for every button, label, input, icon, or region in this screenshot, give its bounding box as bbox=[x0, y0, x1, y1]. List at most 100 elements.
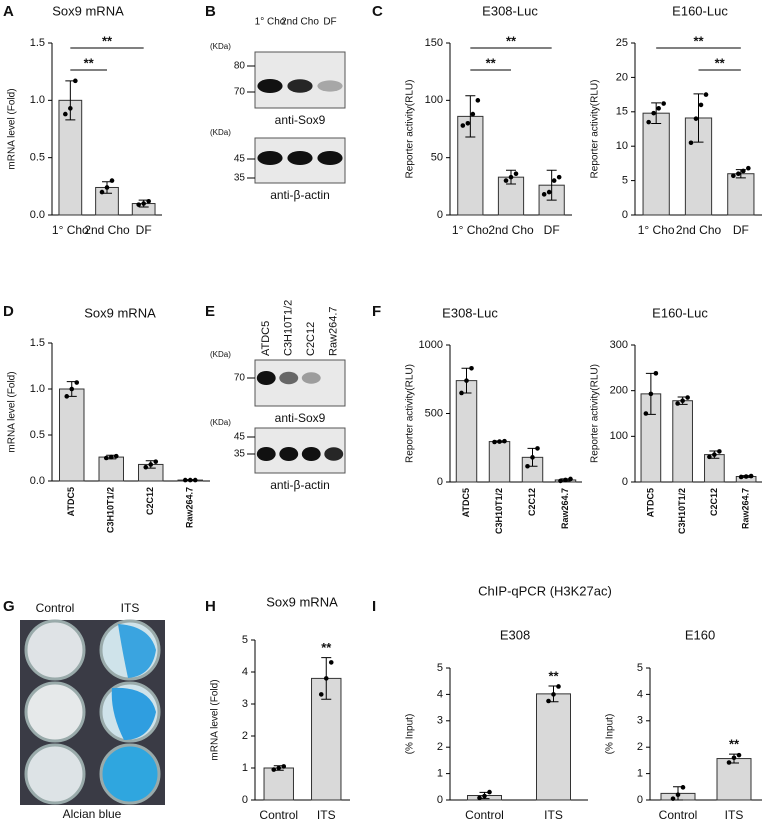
significance-label: ** bbox=[729, 737, 740, 752]
y-tick-label: 1.0 bbox=[30, 383, 45, 395]
x-tick-label: Control bbox=[659, 808, 698, 822]
chart-title: Sox9 mRNA bbox=[266, 594, 338, 609]
y-tick-label: 100 bbox=[610, 430, 628, 442]
y-tick-label: 5 bbox=[437, 662, 443, 674]
y-axis-label: mRNA level (Fold) bbox=[210, 679, 221, 760]
data-point bbox=[688, 140, 694, 146]
data-point bbox=[703, 92, 709, 97]
y-tick-label: 150 bbox=[425, 37, 443, 49]
well bbox=[99, 743, 161, 805]
y-tick-label: 0.5 bbox=[30, 152, 45, 164]
y-tick-label: 1 bbox=[242, 762, 248, 774]
panel-letter: E bbox=[205, 303, 215, 320]
error-bar bbox=[693, 93, 704, 143]
data-point bbox=[551, 692, 556, 697]
x-tick-label: ITS bbox=[725, 808, 744, 822]
data-point bbox=[748, 473, 754, 479]
stain-caption: Alcian blue bbox=[63, 807, 122, 821]
data-point bbox=[530, 455, 535, 460]
data-point bbox=[513, 171, 519, 177]
kda-label: (KDa) bbox=[210, 418, 231, 427]
x-tick-label: Control bbox=[465, 808, 504, 822]
data-point bbox=[477, 795, 482, 801]
marker-label: 45 bbox=[234, 432, 246, 443]
y-tick-label: 1000 bbox=[419, 339, 443, 351]
y-tick-label: 3 bbox=[437, 715, 443, 727]
y-axis-label: (% Input) bbox=[605, 714, 616, 755]
data-point bbox=[470, 111, 476, 117]
x-tick-label: Raw264.7 bbox=[741, 488, 751, 529]
panel-letter: C bbox=[372, 3, 383, 20]
data-point bbox=[469, 365, 474, 371]
data-point bbox=[464, 378, 469, 383]
blot-band bbox=[257, 79, 283, 93]
alcian-blue-plate bbox=[20, 619, 165, 805]
significance-label: ** bbox=[715, 55, 726, 70]
chart-title: E160-Luc bbox=[672, 3, 728, 18]
marker-label: 35 bbox=[234, 449, 246, 460]
y-axis-label: (% Input) bbox=[405, 714, 416, 755]
data-point bbox=[558, 478, 563, 484]
x-tick-label: C2C12 bbox=[145, 487, 155, 515]
y-tick-label: 15 bbox=[616, 106, 628, 118]
data-point bbox=[503, 178, 509, 183]
data-point bbox=[551, 178, 557, 183]
y-tick-label: 0 bbox=[437, 476, 443, 488]
data-point bbox=[99, 189, 105, 195]
error-bar bbox=[651, 102, 662, 124]
x-tick-label: ITS bbox=[317, 808, 336, 822]
y-tick-label: 4 bbox=[637, 688, 643, 700]
y-axis-label: Reporter activity(RLU) bbox=[590, 364, 601, 463]
data-point bbox=[712, 452, 717, 457]
data-point bbox=[670, 796, 676, 801]
data-point bbox=[109, 178, 115, 183]
marker-label: 70 bbox=[234, 373, 246, 384]
blot-band bbox=[279, 447, 299, 461]
data-point bbox=[323, 676, 329, 681]
y-tick-label: 2 bbox=[437, 741, 443, 753]
y-tick-label: 1 bbox=[437, 768, 443, 780]
y-tick-label: 50 bbox=[431, 152, 443, 164]
data-point bbox=[717, 449, 722, 454]
y-tick-label: 4 bbox=[437, 688, 443, 700]
x-tick-label: Raw264.7 bbox=[560, 488, 570, 529]
x-tick-label: C3H10T1/2 bbox=[677, 488, 687, 534]
data-point bbox=[465, 120, 471, 126]
y-tick-label: 0.0 bbox=[30, 475, 45, 487]
panel-letter: I bbox=[372, 598, 376, 615]
lane-label: C2C12 bbox=[305, 322, 317, 356]
y-tick-label: 500 bbox=[425, 407, 443, 419]
stain bbox=[111, 687, 156, 740]
data-point bbox=[675, 401, 680, 406]
y-axis-label: mRNA level (Fold) bbox=[7, 371, 18, 452]
lane-label: ATDC5 bbox=[260, 321, 272, 356]
data-point bbox=[535, 446, 540, 451]
data-point bbox=[556, 684, 561, 689]
data-point bbox=[276, 765, 282, 771]
blot-band bbox=[317, 151, 343, 165]
stain bbox=[118, 624, 156, 678]
y-tick-label: 1.0 bbox=[30, 94, 45, 106]
marker-label: 70 bbox=[234, 87, 246, 98]
data-point bbox=[680, 398, 685, 404]
data-point bbox=[556, 174, 562, 180]
y-tick-label: 10 bbox=[616, 140, 628, 152]
data-point bbox=[74, 380, 80, 385]
panel-letter: H bbox=[205, 598, 216, 615]
chart-title: E308 bbox=[500, 627, 530, 642]
panel-letter: G bbox=[3, 598, 15, 615]
x-tick-label: C3H10T1/2 bbox=[106, 487, 116, 533]
panel-letter: F bbox=[372, 303, 381, 320]
x-tick-label: ITS bbox=[544, 808, 563, 822]
y-tick-label: 200 bbox=[610, 385, 628, 397]
data-point bbox=[328, 660, 334, 665]
data-point bbox=[693, 116, 699, 121]
blot-band bbox=[287, 79, 313, 93]
bar bbox=[263, 767, 294, 801]
significance-label: ** bbox=[84, 55, 95, 70]
y-tick-label: 0 bbox=[437, 209, 443, 221]
blot-band bbox=[257, 151, 283, 165]
y-tick-label: 0 bbox=[637, 794, 643, 806]
error-bar bbox=[465, 95, 476, 138]
y-tick-label: 0 bbox=[242, 794, 248, 806]
